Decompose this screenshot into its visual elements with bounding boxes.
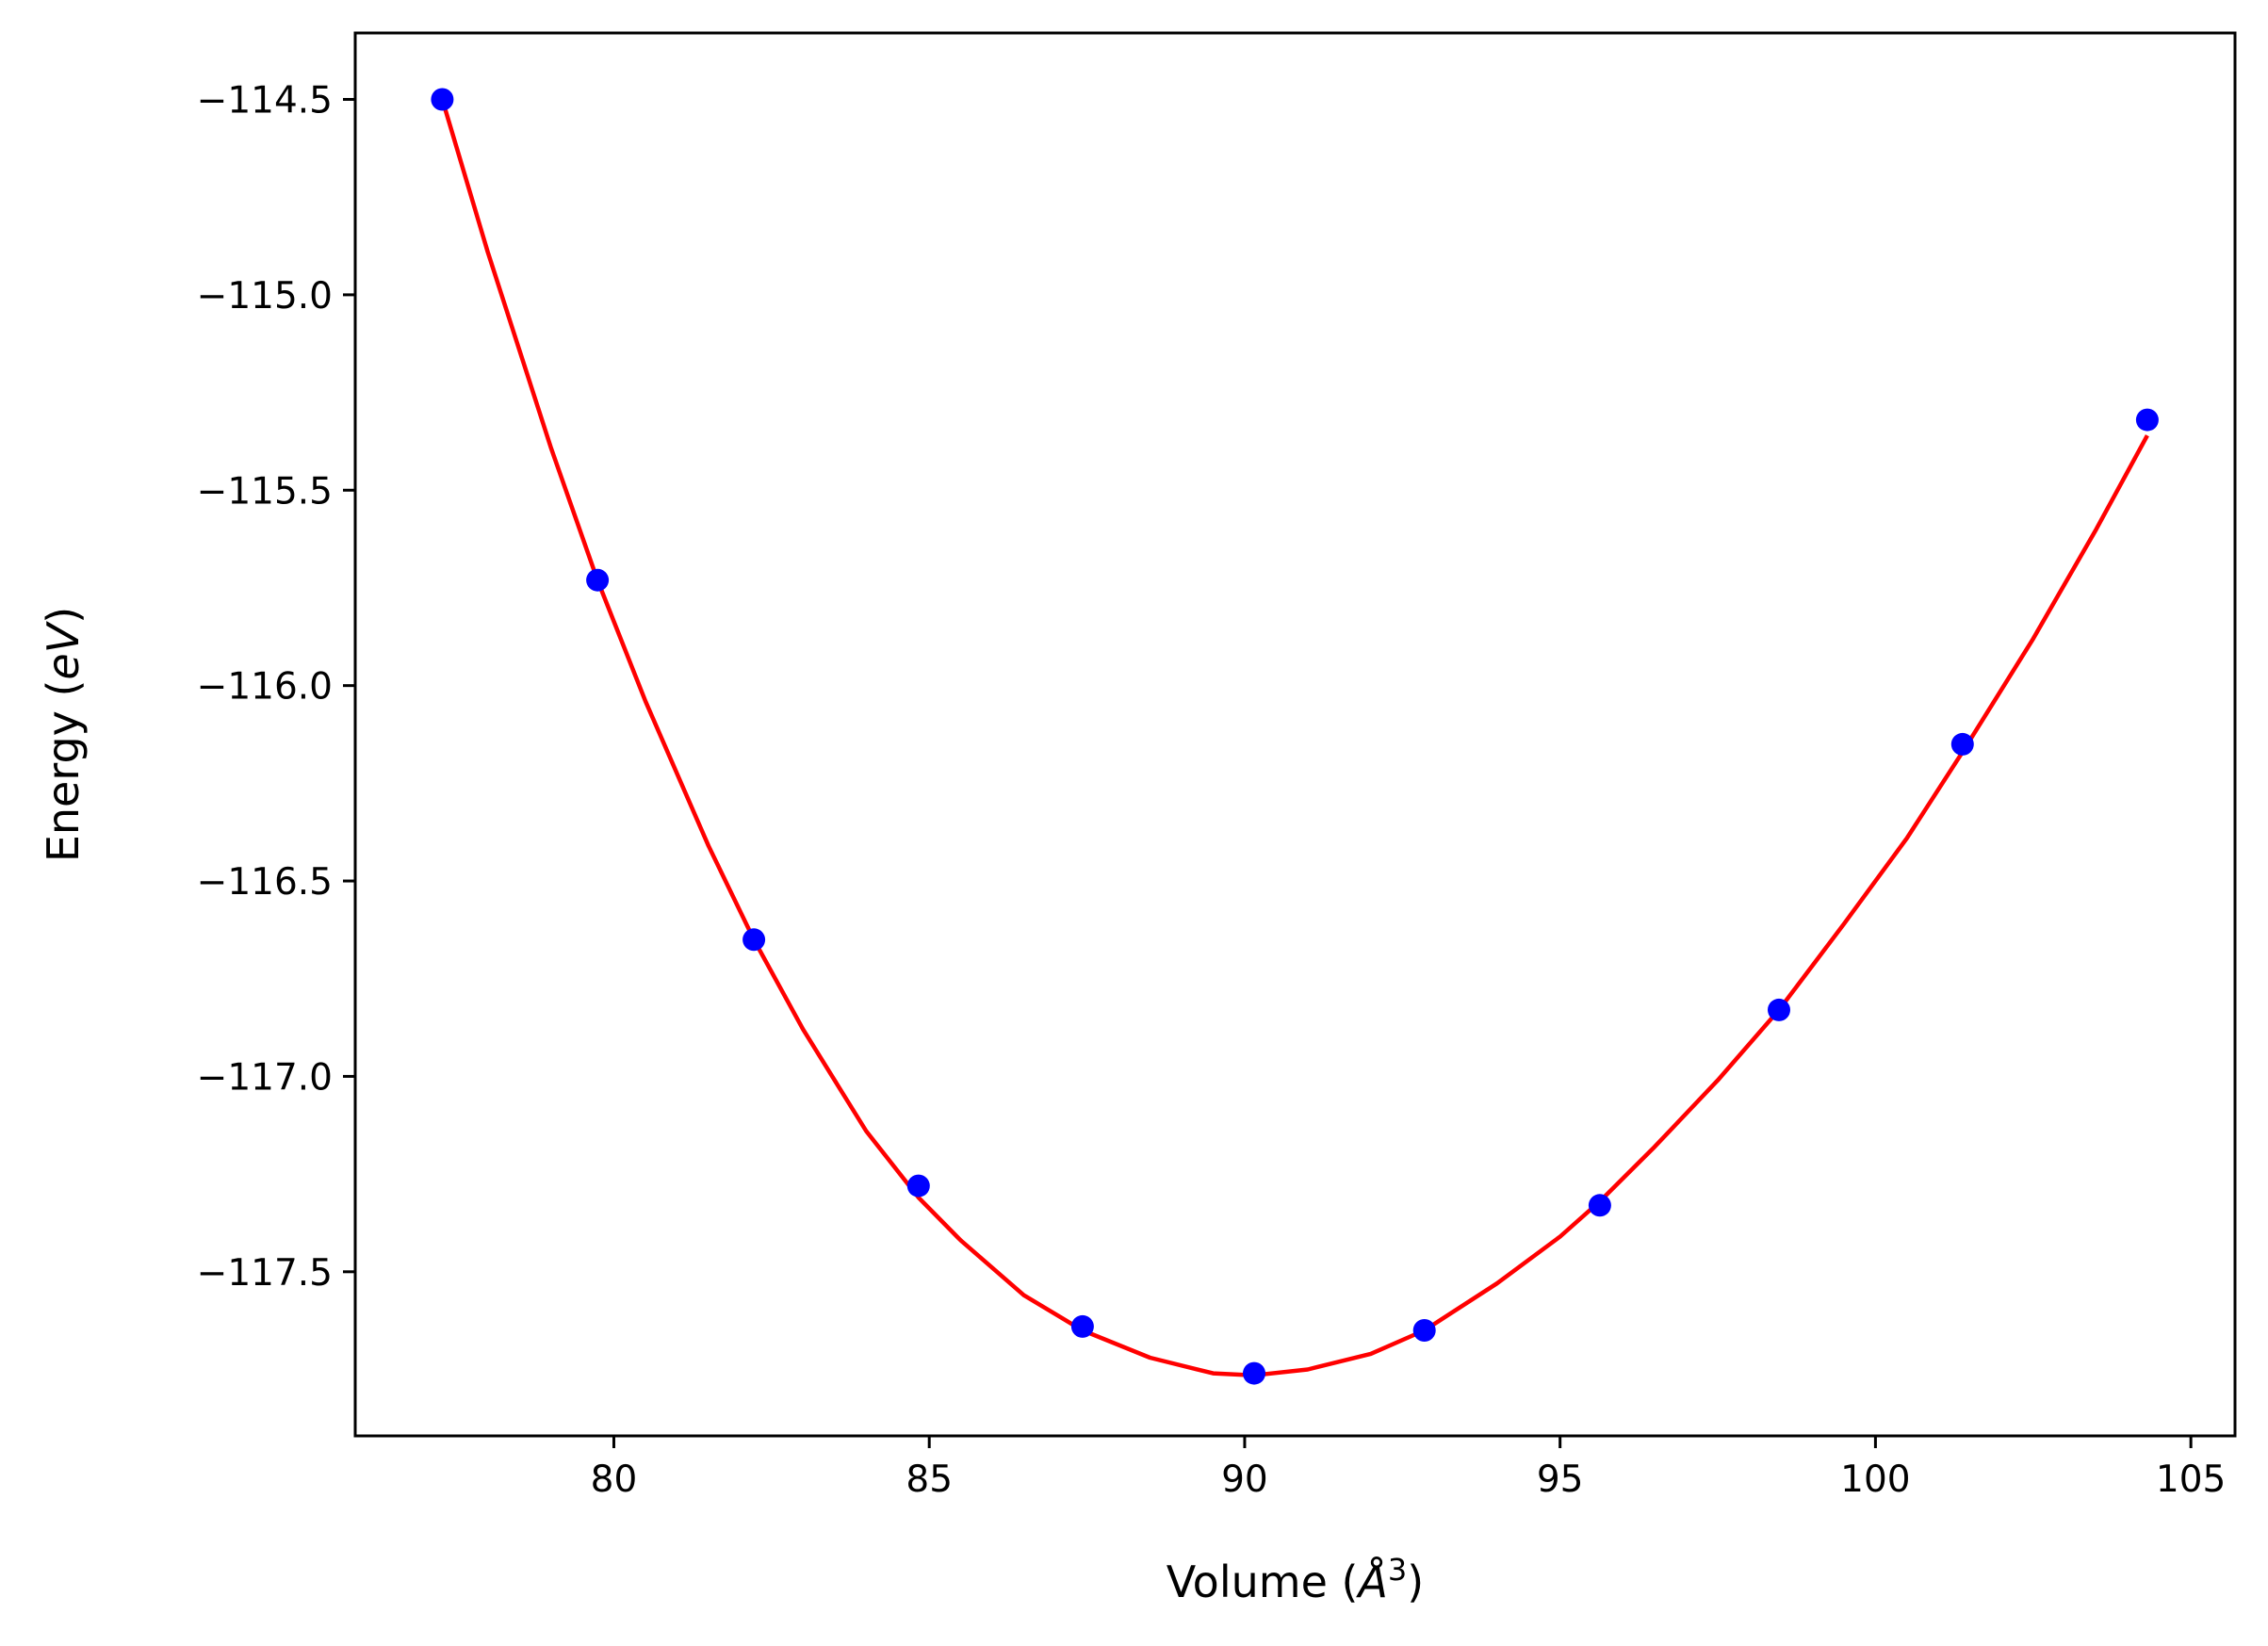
data-point [1768, 998, 1790, 1021]
y-tick-label: −117.0 [197, 1056, 333, 1099]
data-point [1588, 1194, 1611, 1217]
data-point [742, 928, 766, 952]
x-tick-label: 90 [1221, 1459, 1268, 1501]
y-tick-label: −117.5 [197, 1252, 333, 1295]
x-tick-label: 105 [2156, 1459, 2226, 1501]
y-tick-label: −115.0 [197, 275, 333, 318]
fit-curve-line [440, 98, 2149, 1377]
x-axis-label: Volume (Å3) [1167, 1552, 1424, 1607]
x-tick-label: 80 [591, 1459, 638, 1501]
data-points-layer [431, 88, 2159, 1385]
fit-curve-layer [440, 98, 2149, 1377]
y-tick-label: −115.5 [197, 470, 333, 513]
x-tick-label: 100 [1840, 1459, 1910, 1501]
x-tick-label: 85 [906, 1459, 953, 1501]
data-point [1243, 1361, 1265, 1385]
y-tick-label: −114.5 [197, 80, 333, 122]
data-point [906, 1174, 930, 1198]
data-point [1412, 1319, 1436, 1342]
x-tick-label: 95 [1537, 1459, 1584, 1501]
x-axis-ticks: 80 85 90 95 100 105 [591, 1436, 2226, 1501]
y-tick-label: −116.5 [197, 861, 333, 904]
data-point [431, 88, 454, 111]
data-point [586, 568, 610, 592]
y-axis-label: Energy (eV) [38, 607, 89, 862]
y-axis-ticks: −114.5 −115.0 −115.5 −116.0 −116.5 −117.0 −117… [197, 80, 355, 1295]
data-point [1950, 732, 1974, 756]
data-point [2135, 408, 2159, 432]
y-tick-label: −116.0 [197, 666, 333, 709]
plot-area-frame [353, 31, 2237, 1438]
data-point [1070, 1314, 1094, 1338]
